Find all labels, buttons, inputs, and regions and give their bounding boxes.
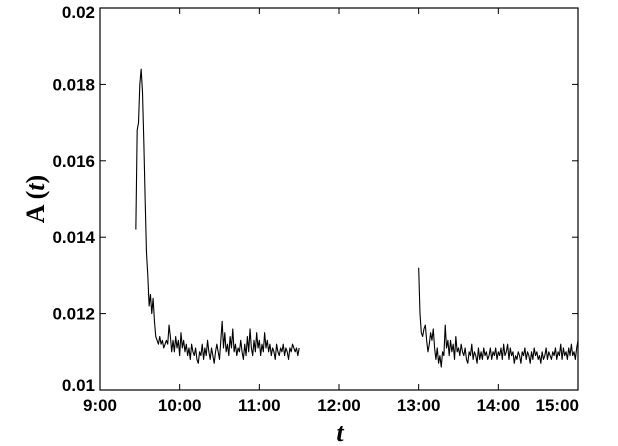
x-tick-label-6: 15:00: [536, 396, 579, 415]
tick-marks: [99, 7, 579, 391]
x-tick-label-4: 13:00: [397, 396, 440, 415]
series-group: [135, 68, 579, 368]
y-tick-label-0: 0.01: [62, 376, 95, 395]
tick-labels: 9:00 10:00 11:00 12:00 13:00 14:00 15:00 0.01 0.…: [52, 3, 579, 415]
x-tick-label-3: 12:00: [317, 396, 360, 415]
x-tick-label-2: 11:00: [238, 396, 281, 415]
plot-frame: [99, 7, 579, 391]
y-tick-label-1: 0.012: [52, 305, 95, 324]
y-axis-label: A (t): [21, 175, 50, 223]
y-axis-label-suffix: ): [21, 175, 50, 184]
y-tick-label-2: 0.014: [52, 228, 95, 247]
x-axis-label: t: [336, 418, 344, 446]
y-axis-label-var: t: [21, 183, 50, 191]
x-tick-label-1: 10:00: [158, 396, 201, 415]
series-line-0: [135, 68, 300, 364]
x-tick-label-0: 9:00: [83, 396, 117, 415]
x-tick-label-5: 14:00: [477, 396, 520, 415]
y-tick-label-5: 0.02: [62, 3, 95, 22]
y-axis-label-prefix: A (: [21, 191, 50, 224]
y-tick-label-4: 0.018: [52, 75, 95, 94]
series-line-1: [418, 267, 579, 368]
y-tick-label-3: 0.016: [52, 152, 95, 171]
